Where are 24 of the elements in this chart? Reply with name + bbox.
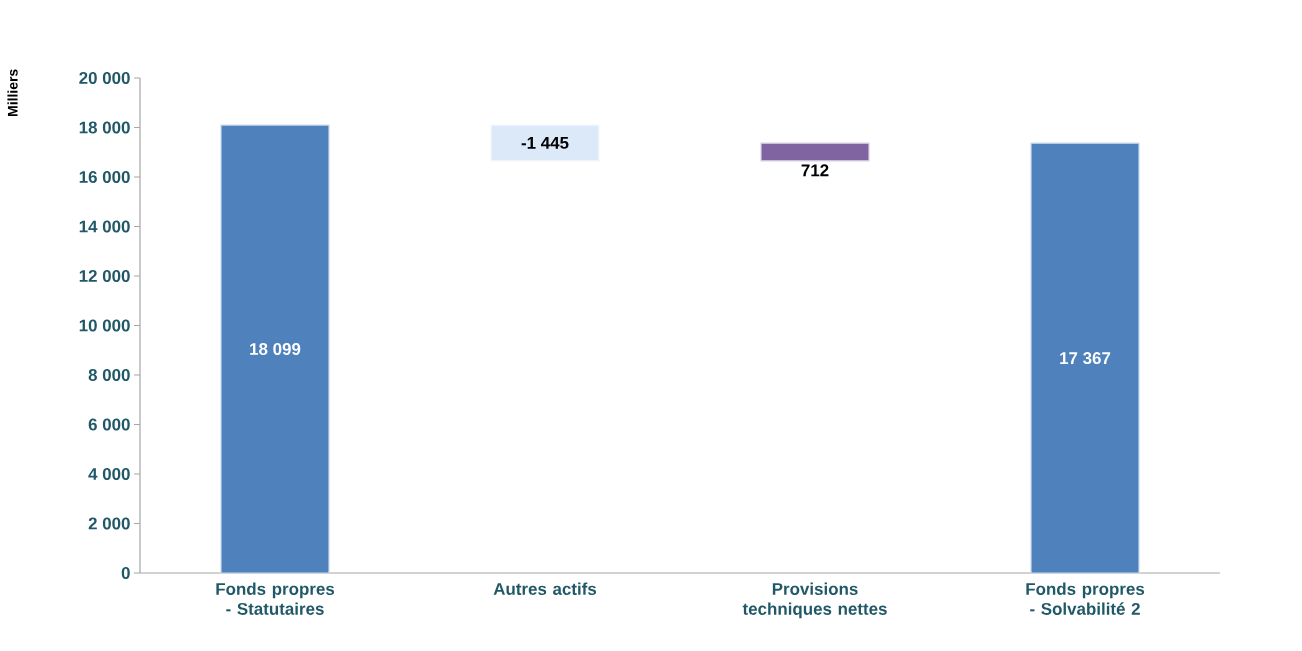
- bar: [760, 142, 870, 162]
- data-label: 17 367: [1060, 352, 1111, 365]
- data-label: 712: [801, 164, 829, 177]
- y-tick-label: 8 000: [88, 369, 130, 381]
- x-tick-label: Provisions techniques nettes: [742, 582, 887, 619]
- y-tick-label: 14 000: [79, 220, 130, 233]
- bar: [1030, 142, 1140, 574]
- y-tick-label: 0: [121, 567, 130, 579]
- x-tick-label: Autres actifs: [493, 582, 597, 595]
- y-tick-label: 6 000: [88, 418, 130, 431]
- data-label: 18 099: [250, 343, 301, 356]
- bar: [490, 124, 600, 162]
- y-axis-title: Milliers: [7, 69, 18, 116]
- data-label: -1 445: [521, 137, 569, 149]
- y-tick-label: 20 000: [79, 72, 130, 84]
- x-tick-label: Fonds propres - Statutaires: [216, 582, 335, 615]
- y-tick-label: 10 000: [79, 319, 130, 332]
- y-tick-label: 16 000: [79, 171, 130, 183]
- y-tick-label: 18 000: [79, 121, 130, 134]
- x-tick-label: Fonds propres - Solvabilité 2: [1026, 582, 1145, 615]
- y-tick-label: 4 000: [88, 468, 130, 480]
- bar: [220, 124, 330, 574]
- y-tick-label: 12 000: [79, 270, 130, 282]
- y-tick-label: 2 000: [88, 517, 130, 530]
